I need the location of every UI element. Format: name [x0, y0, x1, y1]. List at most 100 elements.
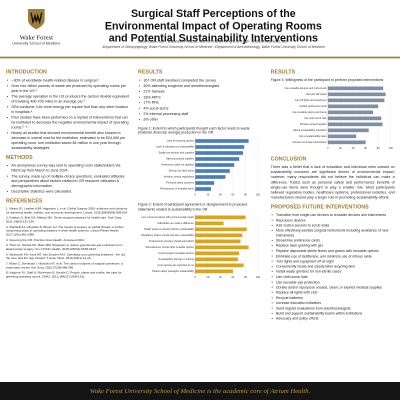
reference-list: 1. Meara JG, Leather AJM, Hagander L, et… — [6, 207, 129, 279]
category-label: Lack of education on sustainability — [156, 146, 195, 149]
affiliations: ¹Department of Otolaryngology, Wake Fore… — [101, 45, 325, 49]
bullet: ORs consume 3-6x more energy per square … — [11, 105, 129, 115]
bar-chart: 0 20 40 60 80 100 Use reusable devices and ins… — [285, 85, 394, 150]
bullet: Recycle batteries — [276, 296, 395, 301]
bar — [195, 187, 211, 191]
reference: 1. Meara JG, Leather AJM, Hagander L, et… — [5, 206, 128, 215]
bar — [195, 163, 235, 167]
bullet: Over four billion pounds of waste are pr… — [11, 84, 129, 94]
category-label: Preference cards not updated — [161, 164, 194, 167]
divider — [0, 56, 400, 59]
bar — [327, 128, 369, 133]
x-tick-label: 0 — [327, 147, 329, 150]
category-label: Patient safety outweighs sustainability — [152, 270, 195, 273]
bullet: An anonymous survey was sent to operatin… — [11, 163, 129, 173]
bullet-list: ~30% of worldwide health-related disease… — [6, 78, 129, 151]
section-heading: REFERENCES — [5, 198, 43, 204]
bullet: 2% internal processing staff — [143, 112, 262, 117]
x-tick-label: 60 — [232, 194, 235, 197]
x-tick-label: 40 — [219, 276, 222, 279]
logo-shield — [27, 8, 45, 30]
section-heading: INTRODUCTION — [5, 69, 47, 75]
bar-chart: 0 20 40 60 80 100 Lack of recycling options Lac… — [156, 138, 261, 197]
category-label: Single-use devices and supplies — [158, 152, 194, 155]
bar — [327, 86, 384, 91]
x-tick-label: 40 — [352, 147, 355, 150]
category-label: Cost savings are important to me — [158, 264, 195, 267]
section-heading: PROPOSED FUTURE INTERVENTIONS — [270, 204, 369, 211]
x-tick-label: 60 — [364, 147, 367, 150]
bullet: 4% scrub techs — [143, 106, 262, 111]
authors: Sarah Clark, MS¹, Elizabeth Prescott, MD… — [137, 39, 290, 44]
x-tick-label: 20 — [339, 147, 342, 150]
bullet: More effectively sanitize surgical instr… — [276, 229, 395, 238]
section-heading: METHODS — [5, 154, 33, 161]
reference: 7. Rizan C, Steinbach I, Nicholson R, et… — [5, 261, 124, 269]
section-heading: RESULTS — [137, 69, 163, 75]
category-label: I am concerned about OR environmental im… — [141, 216, 194, 219]
bullet: 17% RNs — [143, 100, 262, 105]
category-label: Use reusable gowns and linens — [292, 111, 327, 114]
category-label: Use cloth scrub hats — [304, 117, 327, 120]
x-tick-label: 100 — [256, 276, 261, 279]
reference: 3. MacNeill AJ, Lillywhite R, Brown CJ. … — [5, 225, 124, 237]
middle-column: RESULTS 167 OR staff members completed t… — [138, 67, 262, 379]
bar — [327, 140, 366, 145]
left-column: INTRODUCTION ~30% of worldwide health-re… — [6, 67, 129, 379]
x-tick-label: 80 — [244, 276, 247, 279]
bullet: 3% other — [143, 117, 262, 122]
bullet: Use cloth scrub hats — [276, 275, 395, 280]
x-tick-label: 80 — [244, 194, 247, 197]
bar — [327, 92, 386, 97]
title: Surgical Staff Perceptions of the Enviro… — [104, 7, 322, 44]
bullet: Transition from single-use devices to re… — [276, 213, 395, 218]
x-tick-label: 100 — [389, 147, 394, 150]
x-tick-label: 80 — [377, 147, 380, 150]
category-label: Infection control regulations — [164, 176, 195, 179]
bar — [327, 134, 357, 139]
bullet: Advocacy and policy efforts — [276, 317, 395, 322]
category-label: Turn off lights and equipment — [295, 99, 327, 102]
figure-caption: Figure 1: Extent to which participants t… — [137, 126, 250, 135]
bar — [195, 245, 249, 250]
category-label: Regulatory bodies should promote sustain… — [141, 234, 195, 237]
category-label: Energy use after hours — [169, 170, 195, 173]
bullet: Replace disposable sterile linens and go… — [276, 249, 395, 254]
category-label: Use reusable devices and instruments — [285, 87, 328, 90]
category-label: Health systems should prioritize sustain… — [144, 228, 195, 231]
x-tick-label: 60 — [232, 276, 235, 279]
bullet: Increase education initiatives — [276, 301, 395, 306]
category-label: Choose low-impact anesthetics — [292, 141, 327, 144]
bullet: Turn lights and equipment off at night — [276, 259, 395, 264]
bullet: Eliminate use of desflurane, and minimiz… — [276, 254, 395, 259]
category-label: Personal safety concerns — [166, 182, 195, 185]
category-label: Individuals can make a difference — [157, 222, 194, 225]
category-label: Donate unused supplies — [300, 123, 327, 126]
bar — [195, 181, 215, 185]
x-tick-label: 0 — [195, 194, 197, 197]
category-label: Update preference cards — [299, 105, 327, 108]
footer-text: Wake Forest University School of Medicin… — [89, 387, 311, 395]
x-tick-label: 20 — [206, 276, 209, 279]
section-heading: RESULTS — [270, 69, 296, 75]
bar — [195, 239, 241, 244]
footer: Wake Forest University School of Medicin… — [0, 381, 400, 400]
bar — [195, 257, 238, 262]
bar — [195, 251, 240, 256]
bar — [195, 145, 245, 149]
bullet: The survey, made up of multiple-choice q… — [11, 174, 129, 189]
figure-caption: Figure 3: Willingness of the participant… — [270, 77, 384, 82]
bar — [327, 122, 383, 127]
bar — [327, 104, 379, 109]
bar — [195, 175, 226, 179]
category-label: Professional societies should lead effor… — [149, 240, 195, 243]
bullet: The average operation in the US produces… — [11, 94, 129, 104]
bullet: 18% APPs — [143, 95, 262, 100]
bullet: Install waste grinders for non-sterile c… — [276, 270, 395, 275]
bar — [195, 215, 246, 220]
category-label: Attend sustainability education — [293, 129, 327, 132]
category-label: Recycle OR waste — [306, 93, 327, 96]
